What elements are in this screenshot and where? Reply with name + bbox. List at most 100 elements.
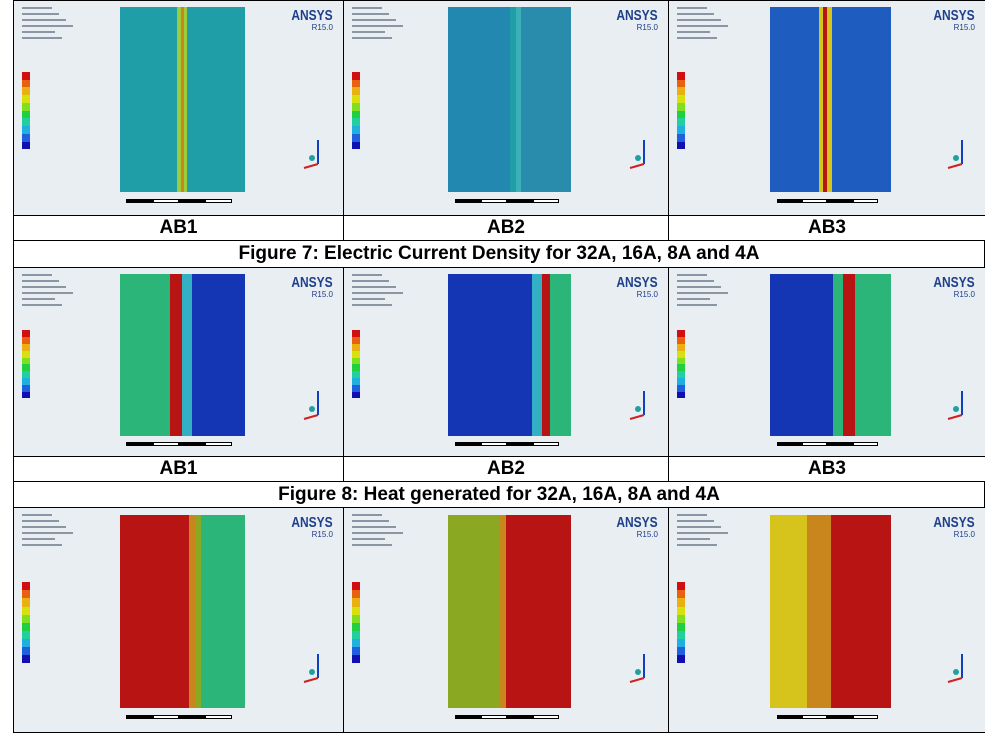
info-text: [22, 274, 82, 310]
legend-swatch: [352, 126, 360, 134]
band: [515, 7, 521, 193]
info-text: [22, 514, 82, 550]
band: [806, 514, 831, 709]
band: [770, 7, 819, 193]
contour-plot: [119, 7, 245, 193]
version: R15.0: [636, 23, 658, 32]
info-line: [22, 25, 73, 27]
legend-swatch: [677, 102, 685, 111]
legend-swatch: [352, 71, 360, 80]
info-line: [352, 31, 385, 33]
legend-swatch: [352, 357, 360, 365]
info-line: [677, 526, 721, 528]
legend-swatch: [352, 622, 360, 631]
brand: ANSYS: [933, 514, 975, 531]
scale-seg: [827, 441, 853, 446]
legend-swatch: [677, 364, 685, 372]
contour-plot: [770, 7, 891, 193]
scale-seg: [802, 715, 828, 719]
scale-seg: [480, 441, 507, 446]
band: [169, 273, 183, 437]
scale-seg: [802, 441, 828, 446]
legend-swatch: [352, 647, 360, 656]
legend-swatch: [22, 384, 30, 392]
legend-swatch: [352, 590, 360, 599]
info-line: [22, 532, 73, 534]
scale-seg: [454, 441, 481, 446]
info-text: [352, 514, 412, 550]
legend-swatch: [677, 126, 685, 134]
legend: [352, 71, 360, 150]
legend-swatch: [677, 71, 685, 80]
contour-plot: [119, 273, 245, 437]
contour-plot: [770, 273, 891, 437]
band: [448, 514, 500, 709]
scale-seg: [776, 715, 803, 719]
brand: ANSYS: [933, 274, 975, 291]
info-line: [352, 13, 389, 15]
axis-triad: [947, 140, 963, 170]
info-line: [352, 520, 389, 522]
legend-swatch: [352, 350, 360, 358]
info-line: [677, 298, 710, 300]
legend-swatch: [677, 343, 685, 351]
figure-image: ANSYS R15.0: [13, 507, 344, 733]
scale-seg: [506, 715, 533, 719]
band: [541, 273, 551, 437]
info-line: [352, 274, 382, 276]
band: [506, 514, 572, 709]
legend: [22, 582, 30, 664]
band: [448, 7, 510, 193]
info-line: [677, 286, 721, 288]
legend-swatch: [22, 102, 30, 111]
info-line: [677, 304, 717, 306]
scale-seg: [126, 441, 153, 446]
axis-triad: [629, 391, 645, 421]
legend-swatch: [352, 79, 360, 88]
info-line: [22, 19, 66, 21]
legend-swatch: [677, 622, 685, 631]
info-line: [352, 7, 382, 9]
legend-swatch: [352, 95, 360, 103]
legend-swatch: [352, 614, 360, 623]
legend-swatch: [22, 357, 30, 365]
axis-triad: [303, 140, 319, 170]
info-line: [352, 544, 392, 546]
version: R15.0: [311, 23, 333, 32]
info-line: [22, 514, 52, 516]
legend-swatch: [352, 630, 360, 639]
legend-swatch: [22, 371, 30, 378]
legend-swatch: [22, 598, 30, 607]
info-line: [677, 31, 710, 33]
legend-swatch: [677, 630, 685, 639]
legend-swatch: [677, 133, 685, 142]
legend-swatch: [677, 590, 685, 599]
band: [833, 273, 843, 437]
info-text: [677, 514, 737, 550]
info-line: [352, 292, 403, 294]
scale-bar: [454, 441, 559, 446]
info-line: [352, 19, 396, 21]
legend-swatch: [22, 582, 30, 591]
info-line: [22, 298, 55, 300]
scale-bar: [776, 441, 879, 446]
info-line: [22, 286, 66, 288]
info-line: [22, 280, 59, 282]
band: [181, 7, 184, 193]
scale-bar: [454, 715, 559, 719]
info-line: [22, 538, 55, 540]
band: [509, 7, 516, 193]
legend-swatch: [352, 141, 360, 150]
scale-seg: [126, 198, 153, 203]
legend-swatch: [22, 95, 30, 103]
version: R15.0: [636, 530, 658, 539]
scale-bar: [126, 715, 232, 719]
legend-swatch: [677, 614, 685, 623]
band: [854, 273, 891, 437]
band: [119, 514, 189, 709]
scale-seg: [152, 715, 179, 719]
legend-swatch: [22, 118, 30, 127]
legend: [677, 71, 685, 150]
info-line: [677, 280, 714, 282]
legend: [352, 330, 360, 399]
